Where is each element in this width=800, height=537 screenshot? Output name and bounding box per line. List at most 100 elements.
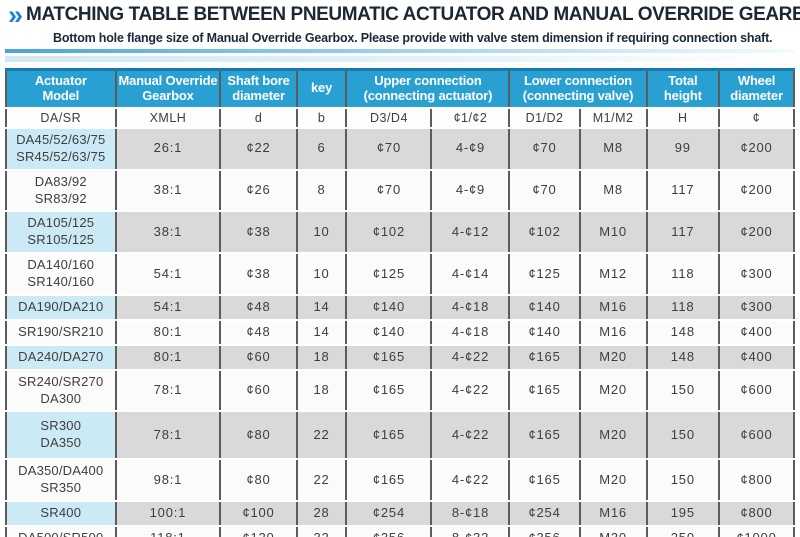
value-cell: ¢60 (220, 344, 298, 371)
value-cell: ¢140 (509, 319, 581, 346)
actuator-model-cell: DA140/160 SR140/160 (5, 253, 117, 296)
value-cell: ¢38 (220, 211, 298, 255)
value-cell: M16 (579, 501, 648, 527)
actuator-model-cell: SR190/SR210 (5, 319, 117, 346)
value-cell: 78:1 (115, 411, 222, 461)
table-header: Actuator Model Manual Override Gearbox S… (5, 67, 795, 129)
value-cell: ¢400 (719, 319, 795, 346)
value-cell: ¢165 (509, 369, 581, 413)
value-cell: 4-¢12 (431, 211, 511, 255)
value-cell: ¢165 (346, 369, 433, 413)
value-cell: ¢200 (719, 211, 795, 255)
value-cell: 18 (296, 344, 348, 371)
value-cell: ¢26 (220, 169, 298, 213)
value-cell: ¢100 (220, 501, 298, 527)
value-cell: 6 (296, 127, 348, 171)
value-cell: 250 (646, 525, 721, 537)
header-wheel-diameter: Wheel diameter (719, 67, 795, 109)
value-cell: ¢165 (509, 344, 581, 371)
value-cell: 38:1 (115, 211, 222, 255)
actuator-model-cell: DA350/DA400 SR350 (5, 459, 117, 503)
value-cell: M20 (579, 344, 648, 371)
double-chevron-right-icon: » (8, 0, 23, 30)
value-cell: ¢60 (220, 369, 298, 413)
value-cell: 4-¢22 (431, 459, 511, 503)
value-cell: 4-¢22 (431, 369, 511, 413)
symbol-d: d (220, 107, 298, 129)
value-cell: 8-¢18 (431, 501, 511, 527)
value-cell: 32 (296, 525, 348, 537)
table-row: DA190/DA210 54:1 ¢48 14 ¢140 4-¢18 ¢140 M16 118 ¢… (5, 295, 795, 321)
value-cell: ¢800 (719, 459, 795, 503)
value-cell: ¢165 (509, 411, 581, 461)
value-cell: ¢102 (509, 211, 581, 255)
value-cell: 117 (646, 169, 721, 213)
symbol-da-sr: DA/SR (5, 107, 117, 129)
table-row: DA140/160 SR140/160 54:1 ¢38 10 ¢125 4-¢14 ¢12… (5, 253, 795, 296)
value-cell: M20 (579, 369, 648, 413)
value-cell: 4-¢22 (431, 411, 511, 461)
value-cell: ¢600 (719, 369, 795, 413)
value-cell: ¢165 (346, 411, 433, 461)
symbol-m1-m2: M1/M2 (579, 107, 648, 129)
value-cell: 98:1 (115, 459, 222, 503)
value-cell: 150 (646, 411, 721, 461)
table-row: DA350/DA400 SR350 98:1 ¢80 22 ¢165 4-¢22 ¢165 M… (5, 459, 795, 503)
value-cell: 195 (646, 501, 721, 527)
value-cell: ¢48 (220, 295, 298, 321)
header-lower-connection: Lower connection (connecting valve) (509, 67, 648, 109)
table-row: DA83/92 SR83/92 38:1 ¢26 8 ¢70 4-¢9 ¢70 M8 117 ¢2… (5, 169, 795, 213)
value-cell: 22 (296, 459, 348, 503)
value-cell: ¢356 (346, 525, 433, 537)
page-title: MATCHING TABLE BETWEEN PNEUMATIC ACTUATO… (26, 4, 800, 25)
table-body: DA45/52/63/75 SR45/52/63/75 26:1 ¢22 6 ¢70 4-… (5, 127, 795, 537)
value-cell: ¢140 (509, 295, 581, 321)
value-cell: 117 (646, 211, 721, 255)
value-cell: 4-¢22 (431, 344, 511, 371)
value-cell: 4-¢9 (431, 127, 511, 171)
value-cell: M8 (579, 169, 648, 213)
value-cell: 80:1 (115, 319, 222, 346)
header-key: key (296, 67, 348, 109)
value-cell: ¢80 (220, 459, 298, 503)
actuator-model-cell: DA45/52/63/75 SR45/52/63/75 (5, 127, 117, 171)
value-cell: M20 (579, 411, 648, 461)
matching-table: Actuator Model Manual Override Gearbox S… (5, 67, 795, 537)
value-cell: 10 (296, 211, 348, 255)
value-cell: 148 (646, 319, 721, 346)
symbol-d3-d4: D3/D4 (346, 107, 433, 129)
symbol-b: b (296, 107, 348, 129)
table-row: DA500/SR500118:1¢12032¢3568-¢32¢356M3025… (5, 525, 795, 537)
value-cell: 28 (296, 501, 348, 527)
value-cell: 14 (296, 295, 348, 321)
value-cell: ¢140 (346, 319, 433, 346)
value-cell: 4-¢14 (431, 253, 511, 296)
value-cell: 150 (646, 369, 721, 413)
value-cell: 8-¢32 (431, 525, 511, 537)
value-cell: 4-¢18 (431, 319, 511, 346)
value-cell: ¢70 (346, 169, 433, 213)
page-subtitle: Bottom hole flange size of Manual Overri… (53, 31, 773, 45)
header-total-height: Total height (646, 67, 721, 109)
value-cell: ¢254 (509, 501, 581, 527)
value-cell: ¢22 (220, 127, 298, 171)
value-cell: 150 (646, 459, 721, 503)
value-cell: ¢165 (346, 459, 433, 503)
value-cell: 54:1 (115, 253, 222, 296)
value-cell: ¢300 (719, 253, 795, 296)
value-cell: M8 (579, 127, 648, 171)
table-row: DA240/DA270 80:1 ¢60 18 ¢165 4-¢22 ¢165 M20 148 ¢… (5, 344, 795, 371)
value-cell: 118 (646, 295, 721, 321)
value-cell: 100:1 (115, 501, 222, 527)
header-shaft-bore-diameter: Shaft bore diameter (220, 67, 298, 109)
value-cell: ¢254 (346, 501, 433, 527)
value-cell: ¢200 (719, 127, 795, 171)
header-upper-connection: Upper connection (connecting actuator) (346, 67, 511, 109)
value-cell: 14 (296, 319, 348, 346)
symbol-h: H (646, 107, 721, 129)
value-cell: ¢80 (220, 411, 298, 461)
actuator-model-cell: SR300 DA350 (5, 411, 117, 461)
value-cell: ¢140 (346, 295, 433, 321)
value-cell: M12 (579, 253, 648, 296)
